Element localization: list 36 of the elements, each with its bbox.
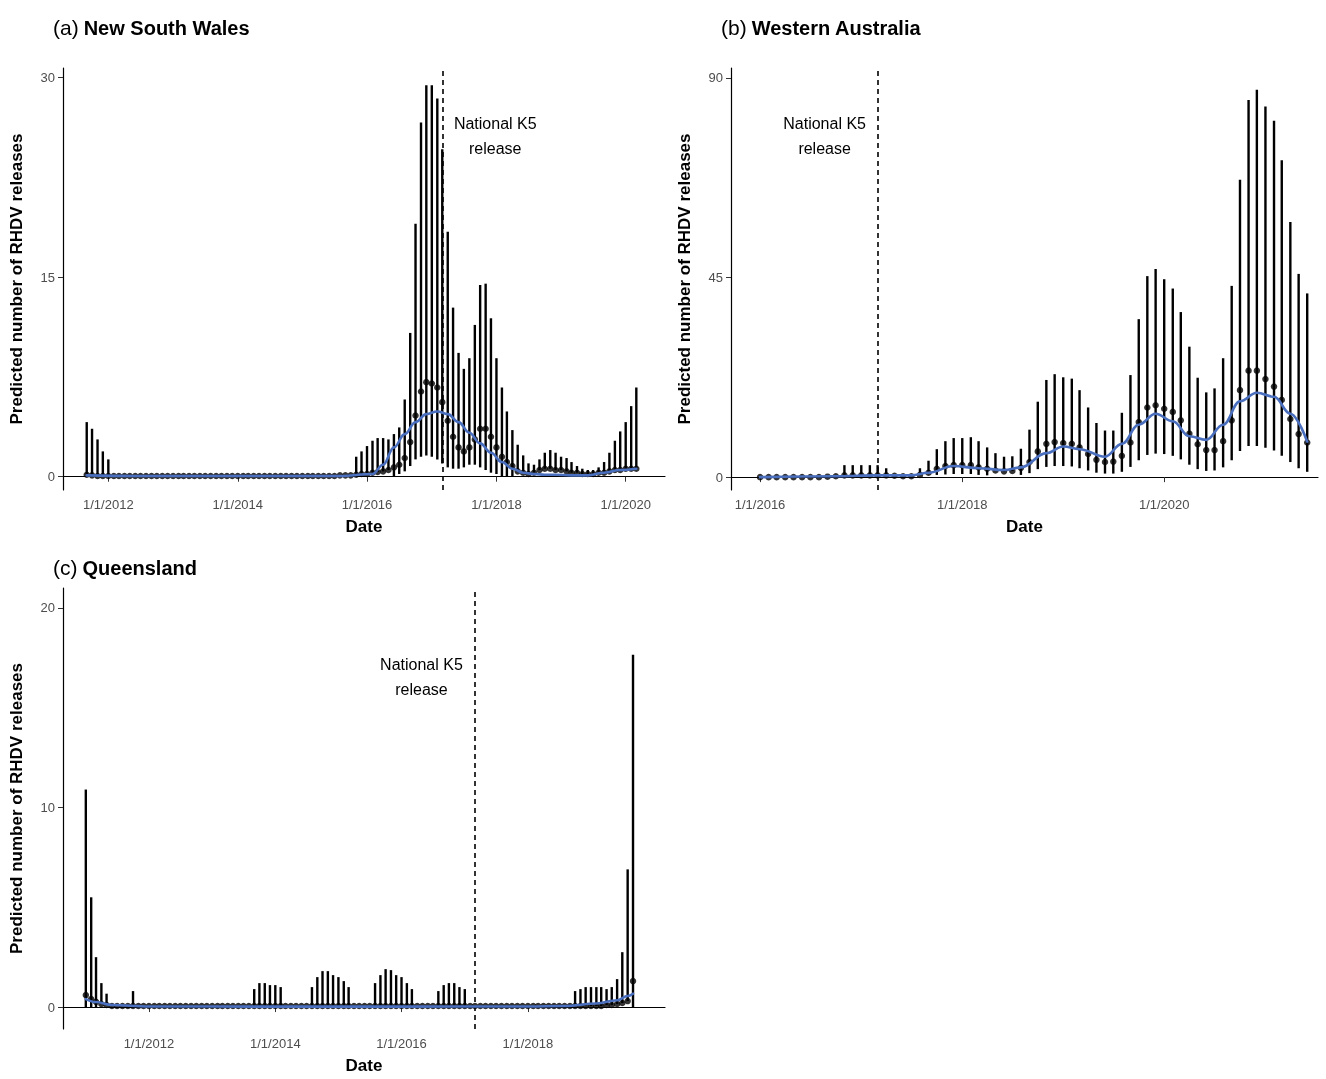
- y-axis-title: Predicted number of RHDV releases: [675, 133, 694, 425]
- x-axis-title: Date: [1006, 517, 1043, 536]
- chart-title: (a) New South Wales: [53, 16, 250, 39]
- annotation: National K5 release: [453, 115, 537, 157]
- chart-title: (c) Queensland: [53, 556, 197, 579]
- y-tick-label: 0: [47, 469, 55, 485]
- y-tick-label: 90: [708, 70, 723, 86]
- x-tick-label: 1/1/2018: [502, 1036, 554, 1051]
- y-tick-label: 0: [715, 469, 723, 485]
- x-tick-label: 1/1/2012: [123, 1036, 175, 1051]
- x-tick-label: 1/1/2016: [341, 497, 393, 512]
- annotation: National K5 release: [783, 115, 867, 157]
- y-tick-label: 20: [40, 600, 55, 616]
- line-series: [85, 410, 638, 478]
- y-tick-label: 30: [40, 69, 55, 85]
- x-tick-label: 1/1/2012: [83, 497, 134, 512]
- x-tick-label: 1/1/2020: [1138, 497, 1190, 512]
- x-tick-label: 1/1/2018: [471, 497, 522, 512]
- x-tick-label: 1/1/2020: [600, 497, 651, 512]
- y-tick-label: 0: [47, 999, 55, 1015]
- x-axis-title: Date: [345, 517, 383, 536]
- y-axis-title: Predicted number of RHDV releases: [7, 663, 26, 954]
- x-tick-label: 1/1/2014: [250, 1036, 301, 1051]
- line-series: [758, 391, 1309, 479]
- x-tick-label: 1/1/2016: [376, 1036, 427, 1051]
- x-tick-label: 1/1/2014: [212, 497, 264, 512]
- y-axis-title: Predicted number of RHDV releases: [7, 133, 26, 425]
- y-tick-label: 15: [40, 269, 55, 285]
- y-tick-label: 10: [40, 800, 55, 815]
- annotation: National K5 release: [380, 656, 463, 698]
- line-series: [84, 992, 635, 1008]
- x-tick-label: 1/1/2016: [734, 497, 786, 512]
- chart-title: (b) Western Australia: [721, 16, 922, 39]
- x-tick-label: 1/1/2018: [936, 497, 988, 512]
- y-tick-label: 45: [708, 269, 723, 285]
- x-axis-title: Date: [345, 1056, 383, 1075]
